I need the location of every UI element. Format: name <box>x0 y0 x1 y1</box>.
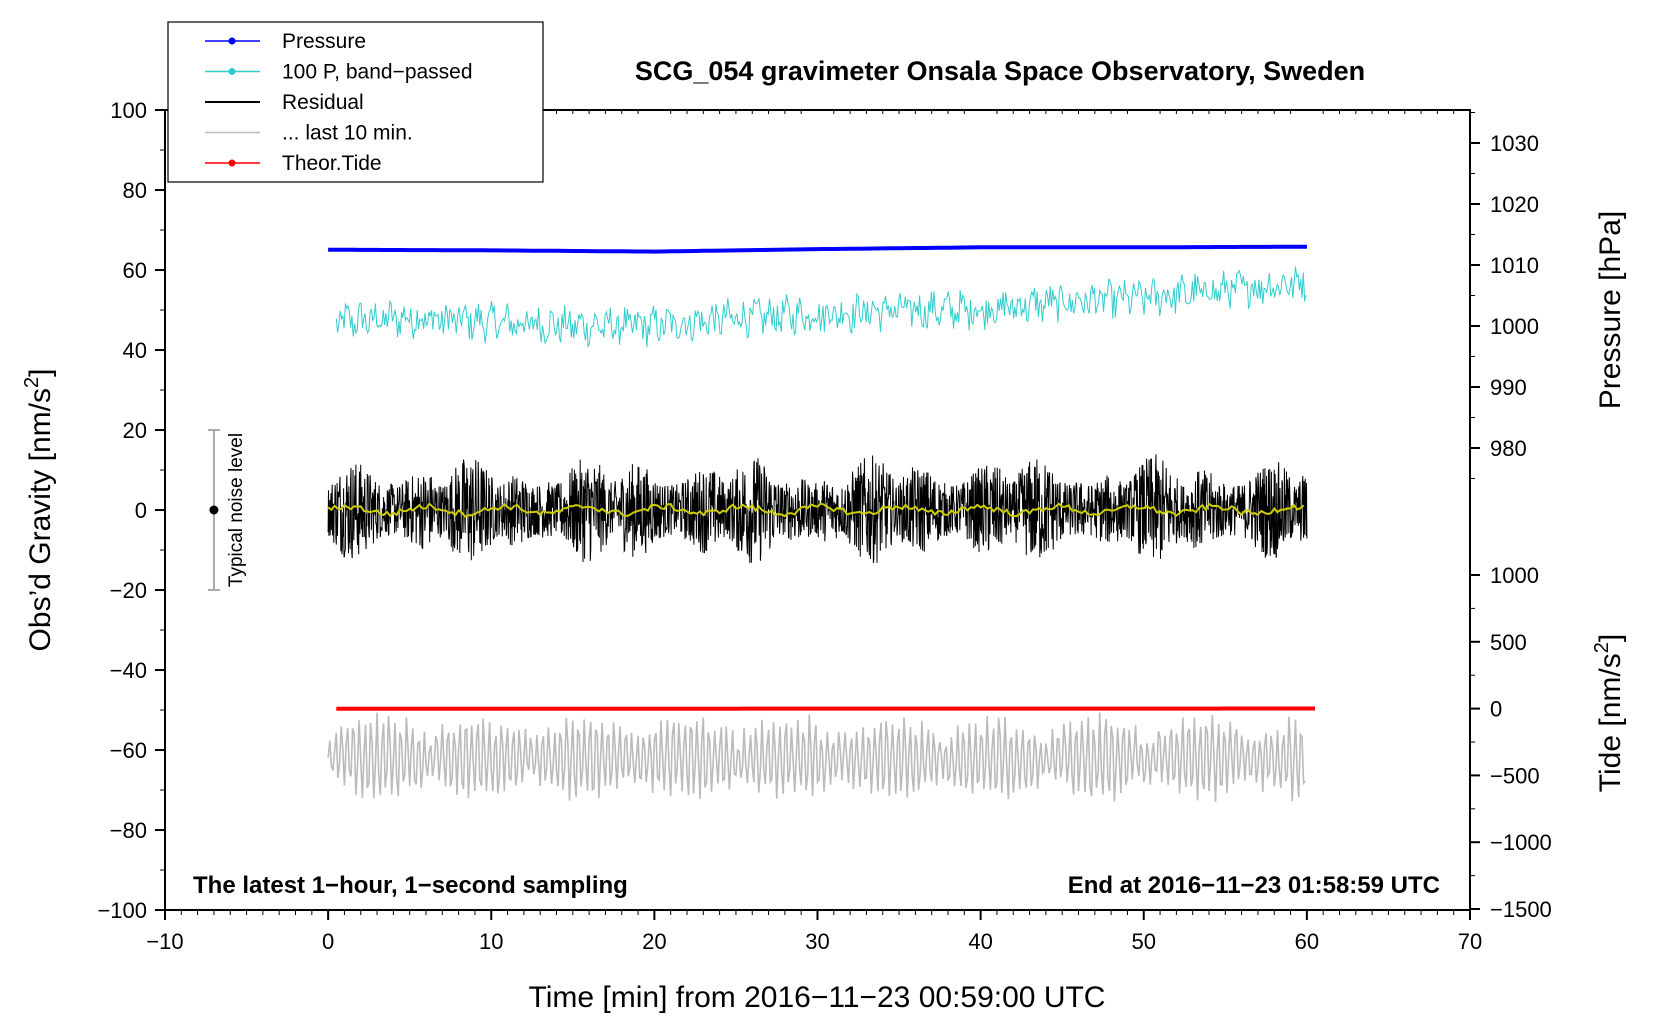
legend-label: Theor.Tide <box>282 152 382 175</box>
legend-label: 100 P, band−passed <box>282 61 473 84</box>
pressure-tick-label: 1020 <box>1490 192 1539 217</box>
left-tick-label: 0 <box>135 498 147 523</box>
pressure-tick-label: 980 <box>1490 436 1527 461</box>
x-tick-label: 50 <box>1132 929 1156 954</box>
x-axis-title: Time [min] from 2016−11−23 00:59:00 UTC <box>529 981 1106 1014</box>
x-tick-label: 60 <box>1295 929 1319 954</box>
annotation-sampling: The latest 1−hour, 1−second sampling <box>193 872 628 899</box>
left-tick-label: −80 <box>110 818 147 843</box>
legend-swatch-dot <box>228 68 236 75</box>
tide-axis-title-main: Tide [nm/s <box>1594 653 1627 792</box>
ticks-layer: −10 0 10 20 30 40 50 60 70100806040200−20−40−60−… <box>97 98 1551 954</box>
left-tick-label: −100 <box>97 898 147 923</box>
legend: Pressure 100 P, band−passed Residual ... la… <box>167 21 544 183</box>
x-tick-label: 10 <box>479 929 503 954</box>
series-residual-line <box>327 454 1308 564</box>
legend-label: ... last 10 min. <box>282 122 413 145</box>
chart-title: SCG_054 gravimeter Onsala Space Observat… <box>635 56 1365 86</box>
left-tick-label: 20 <box>123 418 147 443</box>
x-tick-label: 70 <box>1458 929 1482 954</box>
left-tick-label: 100 <box>110 98 147 123</box>
tide-tick-label: 0 <box>1490 697 1502 722</box>
noise-level-label: Typical noise level <box>226 433 247 587</box>
left-tick-label: 40 <box>123 338 147 363</box>
x-tick-label: 20 <box>642 929 666 954</box>
tide-axis-title-end: ] <box>1594 634 1627 642</box>
pressure-tick-label: 1030 <box>1490 131 1539 156</box>
legend-swatch-dot <box>228 37 236 45</box>
pressure-tick-label: 1010 <box>1490 253 1539 278</box>
left-axis-title: Obs’d Gravity [nm/s2] <box>21 369 57 652</box>
pressure-tick-label: 1000 <box>1490 314 1539 339</box>
noise-level-indicator: Typical noise level <box>207 429 247 591</box>
legend-label: Pressure <box>282 30 366 53</box>
left-axis-title-end: ] <box>24 369 57 377</box>
left-tick-label: −40 <box>110 658 147 683</box>
legend-label: Residual <box>282 91 364 114</box>
x-tick-label: −10 <box>146 929 183 954</box>
x-tick-label: 40 <box>968 929 992 954</box>
tide-axis-title: Tide [nm/s2] <box>1591 634 1627 792</box>
left-tick-label: −20 <box>110 578 147 603</box>
tide-axis-title-sup: 2 <box>1591 642 1613 653</box>
left-tick-label: 60 <box>123 258 147 283</box>
series-layer <box>327 244 1315 802</box>
series-pressure-line <box>328 244 1307 254</box>
tide-tick-label: 500 <box>1490 630 1527 655</box>
annotation-end-time: End at 2016−11−23 01:58:59 UTC <box>1068 872 1440 899</box>
x-tick-label: 0 <box>322 929 334 954</box>
left-axis-title-sup: 2 <box>21 377 43 388</box>
pressure-tick-label: 990 <box>1490 375 1527 400</box>
legend-swatch-dot <box>228 159 236 167</box>
x-tick-label: 30 <box>805 929 829 954</box>
tide-tick-label: −500 <box>1490 763 1540 788</box>
left-axis-title-main: Obs’d Gravity [nm/s <box>24 388 57 651</box>
left-tick-label: 80 <box>123 178 147 203</box>
tide-tick-label: 1000 <box>1490 563 1539 588</box>
series-residual-smoothed-line <box>327 502 1305 518</box>
noise-level-dot <box>209 505 219 515</box>
series-band-passed-line <box>335 266 1307 348</box>
tide-tick-label: −1500 <box>1490 897 1552 922</box>
left-tick-label: −60 <box>110 738 147 763</box>
legend-items: Pressure 100 P, band−passed Residual ... la… <box>205 30 473 175</box>
tide-tick-label: −1000 <box>1490 830 1552 855</box>
series-last-10-min-line <box>327 712 1306 802</box>
pressure-axis-title: Pressure [hPa] <box>1594 211 1627 409</box>
